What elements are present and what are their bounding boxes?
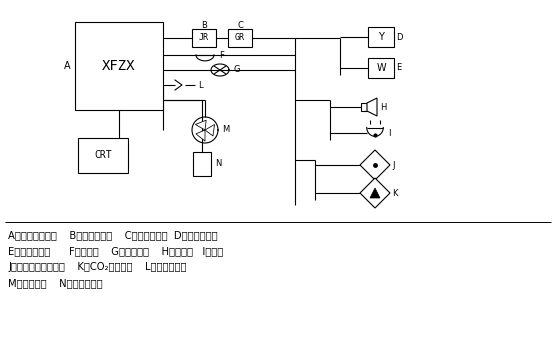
Polygon shape: [196, 130, 205, 141]
Text: N: N: [215, 159, 221, 169]
Bar: [78, 138, 128, 173]
Text: GR: GR: [235, 33, 245, 43]
Text: CRT: CRT: [94, 151, 112, 161]
Bar: [228, 29, 252, 47]
Bar: [75, 22, 163, 110]
Text: H: H: [380, 102, 386, 112]
Text: M、消防水泵    N、防火卷帘门: M、消防水泵 N、防火卷帘门: [8, 278, 103, 288]
Text: J、自动喷水灭火系统    K、CO₂灭火系统    L、疏散指示灯: J、自动喷水灭火系统 K、CO₂灭火系统 L、疏散指示灯: [8, 262, 186, 272]
Text: JR: JR: [199, 33, 209, 43]
Polygon shape: [370, 188, 380, 198]
Bar: [361, 103, 367, 111]
Bar: [192, 29, 216, 47]
Text: G: G: [233, 65, 240, 75]
Text: F: F: [219, 50, 224, 59]
Polygon shape: [195, 120, 206, 130]
Text: L: L: [198, 81, 202, 89]
Text: XFZX: XFZX: [102, 59, 136, 73]
Text: A、消防控制中心    B、报警控制器    C、楼层显示器  D、感烟探测器: A、消防控制中心 B、报警控制器 C、楼层显示器 D、感烟探测器: [8, 230, 217, 240]
Text: D: D: [396, 32, 403, 42]
Polygon shape: [367, 98, 377, 116]
Polygon shape: [360, 178, 390, 208]
Text: C: C: [237, 20, 243, 30]
Text: K: K: [392, 189, 398, 197]
Text: B: B: [201, 20, 207, 30]
Text: E、感温探测器      F、通风口    G、消防广播    H、扬声器   I、电话: E、感温探测器 F、通风口 G、消防广播 H、扬声器 I、电话: [8, 246, 224, 256]
Text: E: E: [396, 63, 401, 73]
Bar: [368, 27, 394, 47]
Bar: [368, 58, 394, 78]
Text: I: I: [388, 128, 390, 138]
Bar: [193, 152, 211, 176]
Text: J: J: [392, 161, 395, 170]
Text: M: M: [222, 126, 229, 134]
Text: Y: Y: [378, 32, 384, 42]
Polygon shape: [360, 150, 390, 180]
Text: A: A: [64, 61, 70, 71]
Text: W: W: [376, 63, 386, 73]
Polygon shape: [205, 125, 215, 136]
